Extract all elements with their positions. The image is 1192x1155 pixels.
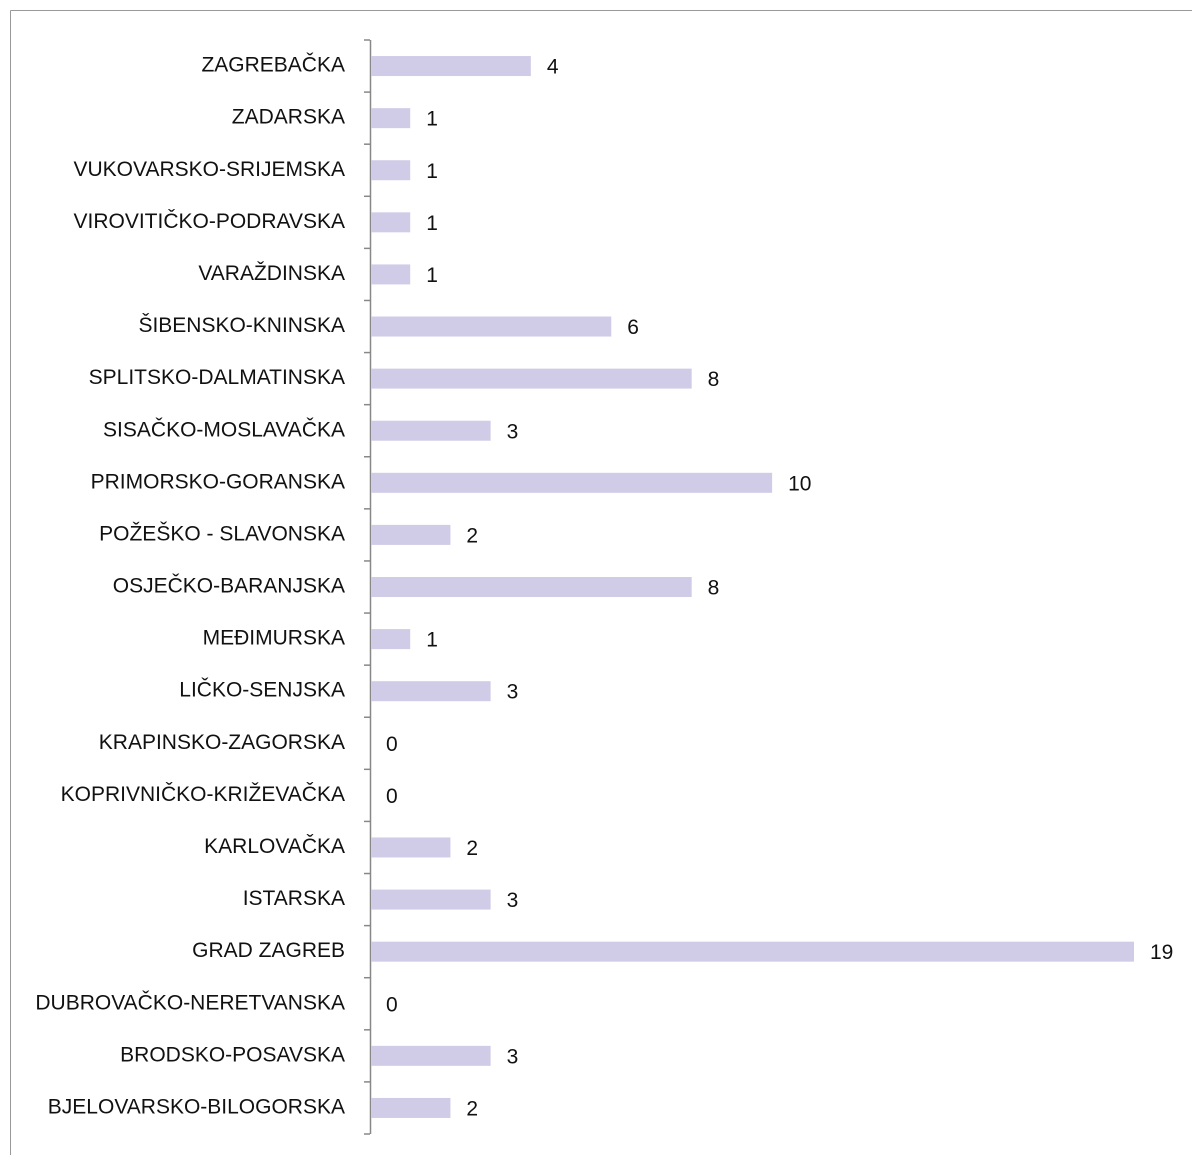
y-tick-label: OSJEČKO-BARANJSKA (113, 575, 345, 598)
y-tick-label: SISAČKO-MOSLAVAČKA (103, 418, 345, 441)
bar (371, 524, 451, 545)
y-tick-label: KOPRIVNIČKO-KRIŽEVAČKA (61, 783, 345, 806)
y-tick-label: DUBROVAČKO-NERETVANSKA (35, 991, 345, 1014)
value-label: 1 (426, 108, 438, 131)
y-tick-label: MEĐIMURSKA (203, 627, 345, 650)
value-label: 3 (507, 889, 519, 912)
value-label: 10 (788, 472, 811, 495)
value-label: 0 (386, 785, 398, 808)
bar (371, 108, 411, 129)
bar (371, 1097, 451, 1118)
y-tick-label: BRODSKO-POSAVSKA (120, 1043, 345, 1066)
bar (371, 629, 411, 650)
y-tick-label: ŠIBENSKO-KNINSKA (138, 314, 345, 337)
value-label: 1 (426, 212, 438, 235)
bar (371, 264, 411, 285)
y-tick-label: VIROVITIČKO-PODRAVSKA (74, 210, 346, 233)
value-label: 8 (708, 368, 720, 391)
value-label: 19 (1150, 941, 1173, 964)
y-tick-label: POŽEŠKO - SLAVONSKA (99, 522, 345, 545)
bar (371, 941, 1134, 962)
y-tick-label: LIČKO-SENJSKA (179, 679, 345, 702)
bar (371, 1045, 491, 1066)
value-label: 2 (466, 1097, 478, 1120)
y-tick-label: KRAPINSKO-ZAGORSKA (99, 731, 345, 754)
y-tick-label: ISTARSKA (243, 887, 345, 910)
value-label: 1 (426, 264, 438, 287)
bar (371, 577, 692, 597)
value-label: 1 (426, 160, 438, 183)
y-tick-label: VARAŽDINSKA (198, 262, 345, 285)
y-tick-label: PRIMORSKO-GORANSKA (91, 470, 345, 493)
value-label: 2 (466, 837, 478, 860)
bar (371, 56, 531, 77)
y-tick-label: ZAGREBAČKA (201, 54, 345, 77)
value-label: 0 (386, 993, 398, 1016)
bar (371, 681, 491, 702)
value-label: 4 (547, 56, 559, 79)
value-label: 3 (507, 681, 519, 704)
bar (371, 368, 692, 389)
value-label: 1 (426, 629, 438, 652)
bar (371, 837, 451, 858)
value-label: 6 (627, 316, 639, 339)
y-tick-label: VUKOVARSKO-SRIJEMSKA (73, 158, 345, 181)
y-tick-label: ZADARSKA (232, 106, 345, 129)
value-label: 0 (386, 733, 398, 756)
bar (371, 160, 411, 181)
bar (371, 212, 411, 233)
bar (371, 420, 491, 441)
value-label: 8 (708, 577, 720, 600)
value-label: 2 (466, 524, 478, 547)
y-tick-label: KARLOVAČKA (204, 835, 345, 858)
y-tick-label: BJELOVARSKO-BILOGORSKA (48, 1095, 345, 1118)
value-label: 3 (507, 420, 519, 443)
bar (371, 472, 773, 493)
y-tick-label: GRAD ZAGREB (192, 939, 345, 962)
bar (371, 316, 612, 337)
value-label: 3 (507, 1045, 519, 1068)
bar (371, 889, 491, 910)
y-tick-label: SPLITSKO-DALMATINSKA (89, 366, 345, 389)
